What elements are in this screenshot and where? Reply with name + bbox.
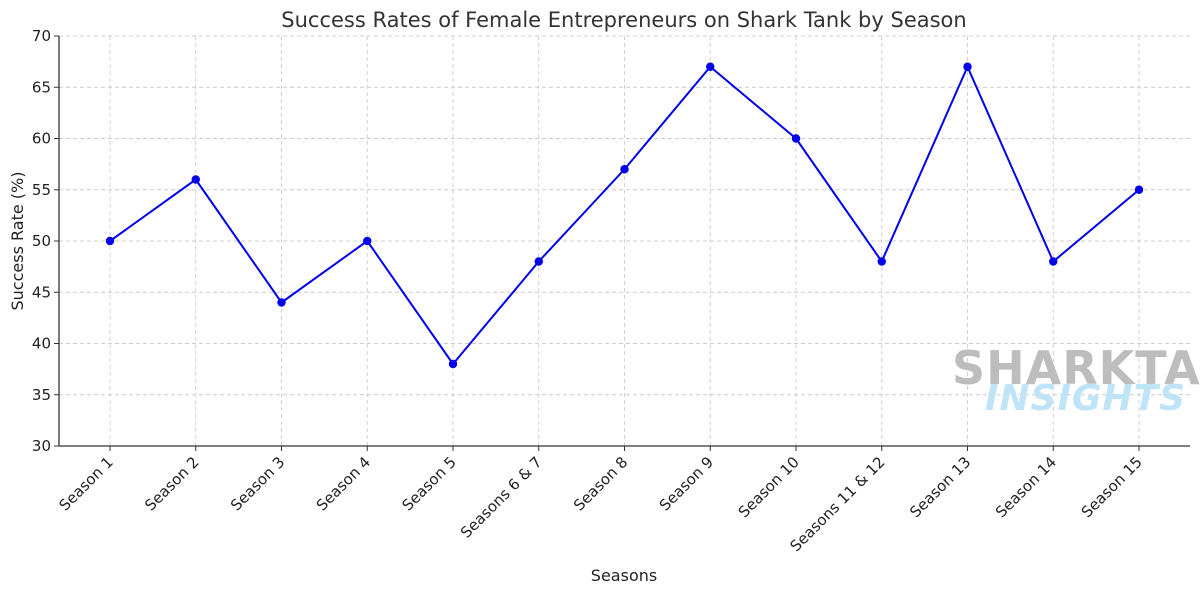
y-tick-label: 70 (32, 27, 51, 45)
chart-title: Success Rates of Female Entrepreneurs on… (281, 8, 966, 32)
data-point (1134, 185, 1144, 194)
x-tick-label: Season 8 (570, 453, 631, 514)
watermark-line1: SHARKTANK (952, 341, 1200, 395)
y-tick-label: 60 (32, 130, 51, 148)
x-tick-label: Season 15 (1078, 453, 1146, 521)
x-axis-label: Seasons (591, 566, 657, 585)
data-point (191, 175, 200, 184)
data-point (363, 236, 372, 246)
x-tick-label: Season 14 (992, 453, 1060, 521)
x-tick-label: Season 3 (227, 453, 288, 514)
y-tick-label: 55 (32, 181, 51, 199)
y-axis-label: Success Rate (%) (8, 172, 27, 311)
data-point (534, 257, 543, 266)
data-point (877, 257, 886, 266)
x-tick-label: Seasons 11 & 12 (786, 453, 888, 555)
data-point (105, 236, 115, 246)
x-tick-label: Season 4 (313, 453, 374, 514)
y-tick-label: 35 (32, 386, 51, 404)
x-tick-label: Season 2 (141, 453, 202, 514)
y-tick-label: 65 (32, 78, 51, 96)
watermark-line2: INSIGHTS (985, 378, 1186, 419)
y-tick-label: 30 (32, 437, 51, 455)
data-point (791, 134, 801, 143)
data-point (448, 359, 458, 369)
watermark-logo: SHARKTANK INSIGHTS (952, 341, 1200, 419)
data-point (277, 298, 286, 307)
x-tick-labels: Season 1 Season 2 Season 3 Season 4 Season 5… (55, 453, 1145, 555)
y-tick-label: 45 (32, 283, 51, 301)
y-tick-labels: 30 35 40 45 50 55 60 65 70 (32, 27, 51, 455)
data-point (1049, 257, 1058, 266)
x-tick-label: Seasons 6 & 7 (457, 453, 546, 542)
y-tick-label: 40 (32, 335, 51, 353)
x-tick-label: Season 13 (906, 453, 974, 521)
data-point (620, 165, 629, 174)
data-point (706, 62, 715, 71)
data-point (963, 62, 972, 71)
series (105, 62, 1144, 369)
x-tick-label: Season 10 (735, 453, 803, 521)
y-tick-label: 50 (32, 232, 51, 250)
x-tick-label: Season 5 (398, 453, 459, 514)
x-tick-label: Season 9 (656, 453, 717, 514)
x-tick-label: Season 1 (55, 453, 116, 514)
axes (54, 35, 1190, 451)
